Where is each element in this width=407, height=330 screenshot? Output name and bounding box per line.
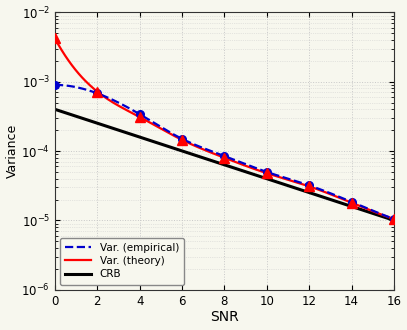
CRB xyxy=(338,201,343,205)
Var. (theory) xyxy=(54,39,59,43)
Var. (empirical) xyxy=(253,166,258,170)
Y-axis label: Variance: Variance xyxy=(6,124,19,178)
Legend: Var. (empirical), Var. (theory), CRB: Var. (empirical), Var. (theory), CRB xyxy=(60,238,184,284)
Var. (theory) xyxy=(253,167,258,171)
Line: Var. (theory): Var. (theory) xyxy=(55,39,394,219)
CRB xyxy=(392,218,396,222)
X-axis label: SNR: SNR xyxy=(210,311,239,324)
CRB xyxy=(253,173,258,177)
Var. (empirical) xyxy=(392,217,396,221)
Var. (empirical) xyxy=(54,83,59,87)
Var. (theory) xyxy=(260,170,265,174)
Var. (theory) xyxy=(338,196,343,200)
Var. (theory) xyxy=(53,37,57,41)
Var. (empirical) xyxy=(53,83,57,87)
Line: Var. (empirical): Var. (empirical) xyxy=(55,85,394,219)
Var. (empirical) xyxy=(360,204,365,208)
Line: CRB: CRB xyxy=(55,109,394,220)
CRB xyxy=(260,175,265,179)
Var. (empirical) xyxy=(254,166,259,170)
CRB xyxy=(254,173,259,177)
Var. (empirical) xyxy=(338,195,343,199)
Var. (theory) xyxy=(254,168,259,172)
Var. (empirical) xyxy=(260,168,265,172)
Var. (theory) xyxy=(392,217,396,221)
CRB xyxy=(360,208,365,212)
CRB xyxy=(54,108,59,112)
Var. (theory) xyxy=(360,205,365,209)
CRB xyxy=(53,107,57,111)
